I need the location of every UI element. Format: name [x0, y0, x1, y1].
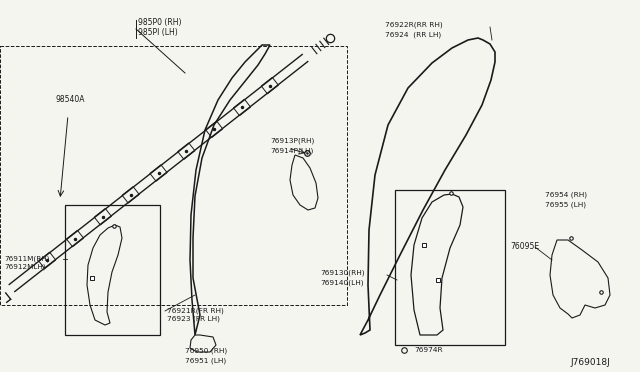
Text: 76095E: 76095E [510, 242, 539, 251]
Text: 76911M(RH): 76911M(RH) [4, 255, 49, 262]
Text: 76921R(FR RH): 76921R(FR RH) [167, 307, 224, 314]
Bar [395, 190, 505, 345]
Text: 769130(RH): 769130(RH) [320, 270, 365, 276]
Text: 76913P(RH): 76913P(RH) [270, 138, 314, 144]
Bar [0, 46, 347, 305]
Text: 76912MLH): 76912MLH) [4, 264, 45, 270]
Text: 76955 (LH): 76955 (LH) [545, 202, 586, 208]
Text: 76924  (RR LH): 76924 (RR LH) [385, 32, 441, 38]
Text: 76923 (FR LH): 76923 (FR LH) [167, 316, 220, 323]
Text: 76922R(RR RH): 76922R(RR RH) [385, 22, 443, 29]
Text: 76950 (RH): 76950 (RH) [185, 348, 227, 355]
Text: 76951 (LH): 76951 (LH) [185, 357, 227, 363]
Text: 76914P(LH): 76914P(LH) [270, 148, 314, 154]
Text: 985PI (LH): 985PI (LH) [138, 28, 178, 37]
Text: 76974R: 76974R [414, 347, 443, 353]
Text: 985P0 (RH): 985P0 (RH) [138, 18, 182, 27]
Bar [65, 205, 160, 335]
Text: 769140(LH): 769140(LH) [320, 280, 364, 286]
Text: J769018J: J769018J [570, 358, 610, 367]
Text: 76954 (RH): 76954 (RH) [545, 192, 587, 199]
Text: 98540A: 98540A [56, 95, 86, 104]
